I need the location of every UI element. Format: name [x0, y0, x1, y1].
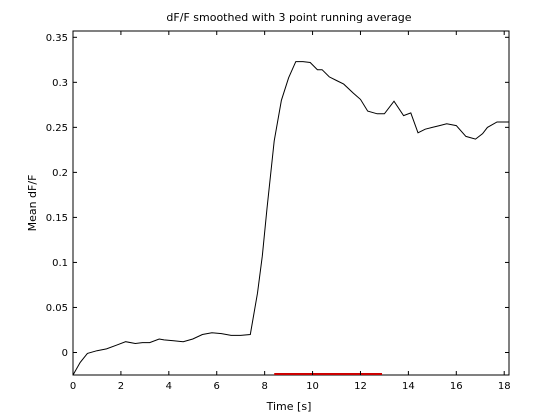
- y-tick-label: 0.05: [46, 303, 68, 314]
- y-tick-label: 0.3: [52, 78, 68, 89]
- x-tick-label: 10: [306, 381, 319, 392]
- x-tick-label: 14: [402, 381, 415, 392]
- plot-area: [72, 30, 510, 376]
- y-tick-label: 0.25: [46, 123, 68, 134]
- series-line: [73, 61, 509, 375]
- x-tick-label: 18: [498, 381, 511, 392]
- x-tick-label: 4: [166, 381, 172, 392]
- x-tick-label: 16: [450, 381, 463, 392]
- y-tick-label: 0: [62, 348, 68, 359]
- chart-title: dF/F smoothed with 3 point running avera…: [166, 11, 411, 24]
- y-tick-label: 0.2: [52, 168, 68, 179]
- x-axis-label: Time [s]: [266, 400, 312, 413]
- x-tick-label: 2: [118, 381, 124, 392]
- x-tick-label: 8: [261, 381, 267, 392]
- y-tick-label: 0.1: [52, 258, 68, 269]
- x-axis-ticks: 0 2 4 6 8 10 12 14 16 18: [70, 31, 511, 392]
- x-tick-label: 6: [214, 381, 220, 392]
- y-tick-label: 0.15: [46, 213, 68, 224]
- series-layer: [73, 61, 509, 375]
- x-tick-label: 12: [354, 381, 367, 392]
- y-tick-label: 0.35: [46, 33, 68, 44]
- x-tick-label: 0: [70, 381, 76, 392]
- y-axis-label: Mean dF/F: [26, 175, 39, 232]
- y-axis-ticks: 0 0.05 0.1 0.15 0.2 0.25 0.3 0.35: [46, 33, 509, 359]
